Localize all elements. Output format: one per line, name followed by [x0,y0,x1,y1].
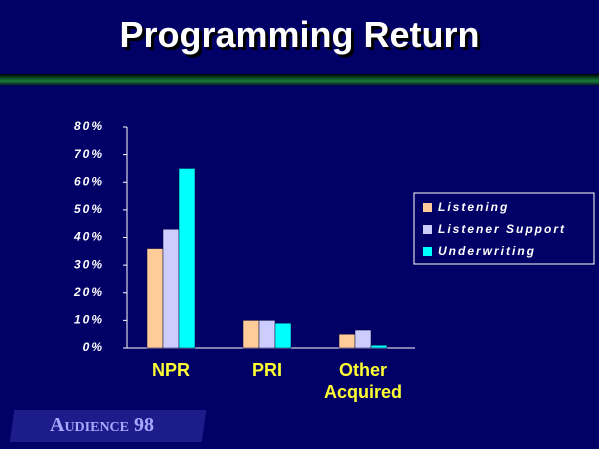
legend-label: Listener Support [438,222,566,236]
bar [162,228,180,349]
bar [258,320,276,349]
legend-label: Listening [438,200,509,214]
legend-swatch [423,247,432,256]
y-tick-label: 80% [74,119,104,133]
bar [242,320,260,349]
y-tick-label: 10% [74,313,104,327]
bar [146,248,164,349]
x-tick-label: Other Acquired [323,360,402,402]
bar [370,344,388,349]
y-tick-label: 30% [74,257,104,271]
footer-text: Audience 98 [50,414,155,436]
x-tick-label: NPR [151,360,190,380]
y-tick-label: 40% [73,230,104,244]
y-tick-label: 20% [73,285,104,299]
y-tick-label: 70% [74,147,104,161]
y-tick-label: 50% [74,202,104,216]
bar [178,168,196,349]
y-tick-label: 60% [74,174,104,188]
legend-swatch [423,203,432,212]
x-tick-label: PRI [251,360,282,380]
y-tick-label: 0% [83,340,104,354]
legend-swatch [423,225,432,234]
slide-title: Programming Return [119,14,480,55]
bar [354,329,372,349]
legend-label: Underwriting [438,244,536,258]
bar [338,333,356,349]
bar [274,322,292,349]
legend-box [413,192,595,265]
title-rule [0,74,599,86]
